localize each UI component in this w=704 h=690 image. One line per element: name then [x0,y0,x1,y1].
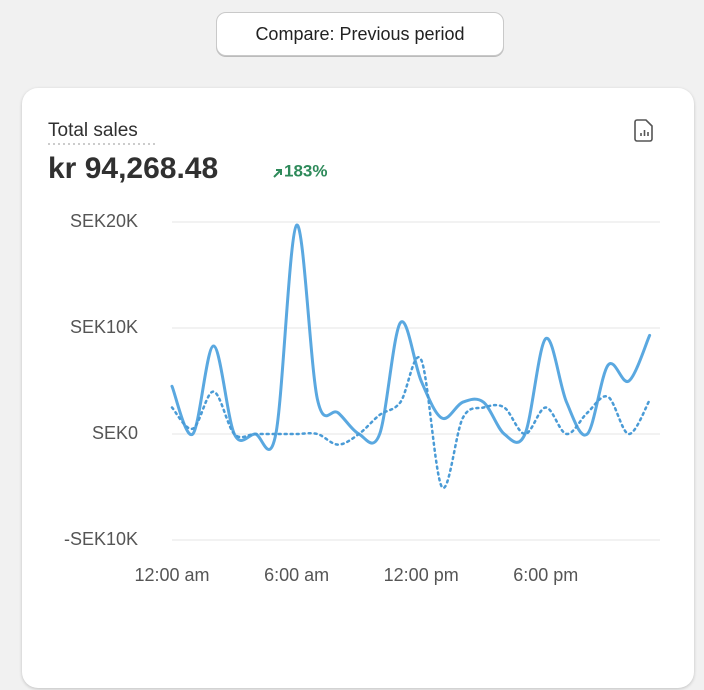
chart-title: Total sales [48,120,138,141]
change: 183% [284,161,327,180]
y-tick-label: SEK20K [70,211,138,231]
series-line [170,355,651,490]
up-arrow [273,169,282,178]
card [22,88,694,688]
series-line [170,223,652,451]
y-tick-label: SEK10K [70,317,138,337]
y-tick-label: SEK0 [92,423,138,443]
compare-button[interactable]: Compare: Previous period [216,12,504,56]
y-tick-label: -SEK10K [64,529,138,549]
total-value: kr 94,268.48 [48,152,218,185]
x-tick-label: 6:00 am [264,565,329,585]
x-tick-label: 12:00 pm [384,565,459,585]
export-icon[interactable] [634,119,653,142]
x-tick-label: 12:00 am [134,565,209,585]
x-tick-label: 6:00 pm [513,565,578,585]
